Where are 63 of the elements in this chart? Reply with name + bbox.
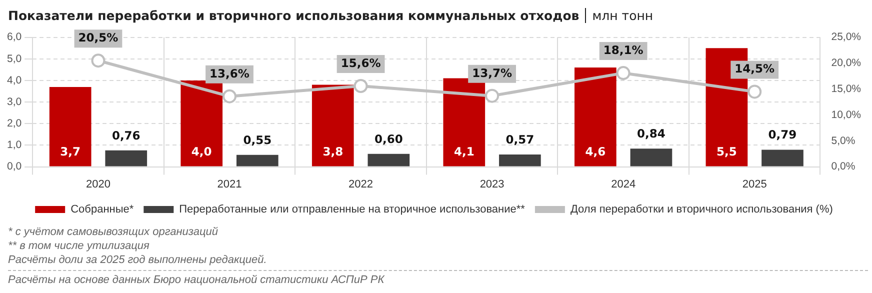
y2-tick-label: 5,0% (831, 134, 856, 147)
bar (499, 154, 541, 166)
x-tick-label: 2021 (217, 178, 242, 190)
data-label: 13,6% (210, 66, 250, 80)
text: Расчёты доли за 2025 год выполнены редакцией. (8, 253, 268, 267)
data-label: 5,5 (716, 144, 737, 158)
data-label: 15,6% (340, 56, 382, 70)
y-tick-label: 0,0 (6, 160, 22, 173)
x-tick-label: 2024 (611, 178, 636, 190)
bar (236, 154, 278, 166)
data-label: 0,84 (637, 126, 666, 141)
data-label: 4,6 (585, 144, 606, 158)
y-tick-label: 1,0 (6, 139, 22, 152)
legend-label: Переработанные или отправленные на вторичное использование** (179, 204, 526, 216)
y2-tick-label: 10,0% (831, 108, 862, 121)
y-tick-label: 5,0 (6, 52, 22, 65)
point (616, 66, 630, 80)
bar (312, 84, 354, 166)
chart-title: Показатели переработки и вторичного использования коммунальных отходов (8, 8, 580, 23)
data-label: 3,7 (60, 144, 81, 158)
data-label: 20,5% (78, 30, 119, 45)
bar (49, 86, 92, 166)
data-label: 3,8 (322, 144, 344, 158)
y2-tick-label: 20,0% (831, 57, 862, 70)
y2-tick-label: 25,0% (831, 31, 862, 44)
bar (443, 78, 486, 166)
y-tick-label: 6,0 (6, 31, 22, 44)
bar (630, 148, 672, 166)
bar (762, 150, 804, 166)
data-label: 18,1% (603, 43, 644, 58)
point (485, 88, 500, 103)
point (748, 84, 762, 99)
y2-tick-label: 0,0% (831, 160, 856, 173)
data-label: 0,57 (506, 132, 534, 146)
text: Расчёты на основе данных Бюро национальной статистики АСПиР РК (8, 270, 868, 287)
data-label: 0,60 (374, 132, 403, 146)
x-tick-label: 2025 (742, 178, 767, 190)
text: * с учётом самовывозящих организаций (8, 225, 220, 239)
data-label: 0,76 (112, 128, 140, 142)
point (354, 78, 368, 93)
legend-label: Доля переработки и вторичного использования (%) (570, 204, 833, 216)
point (222, 89, 237, 104)
y2-tick-label: 15,0% (831, 82, 862, 95)
x-tick-label: 2022 (348, 178, 374, 190)
x-tick-label: 2023 (480, 178, 504, 190)
point (91, 54, 106, 68)
data-label: 14,5% (734, 62, 776, 76)
data-label: 4,1 (454, 144, 474, 158)
bar (105, 150, 148, 166)
x-tick-label: 2020 (86, 178, 110, 190)
legend-label: Собранные* (70, 204, 134, 216)
data-label: 0,55 (243, 132, 272, 147)
data-label: 0,79 (768, 128, 797, 142)
bar (368, 154, 410, 166)
y-tick-label: 3,0 (6, 96, 22, 108)
bar (574, 68, 616, 166)
text: ** в том числе утилизация (8, 239, 150, 253)
bar (180, 80, 223, 166)
data-label: 4,0 (191, 144, 212, 158)
y-tick-label: 4,0 (6, 74, 22, 86)
data-label: 13,7% (472, 66, 512, 80)
y-tick-label: 2,0 (6, 118, 22, 130)
chart-subtitle: млн тонн (585, 8, 654, 23)
